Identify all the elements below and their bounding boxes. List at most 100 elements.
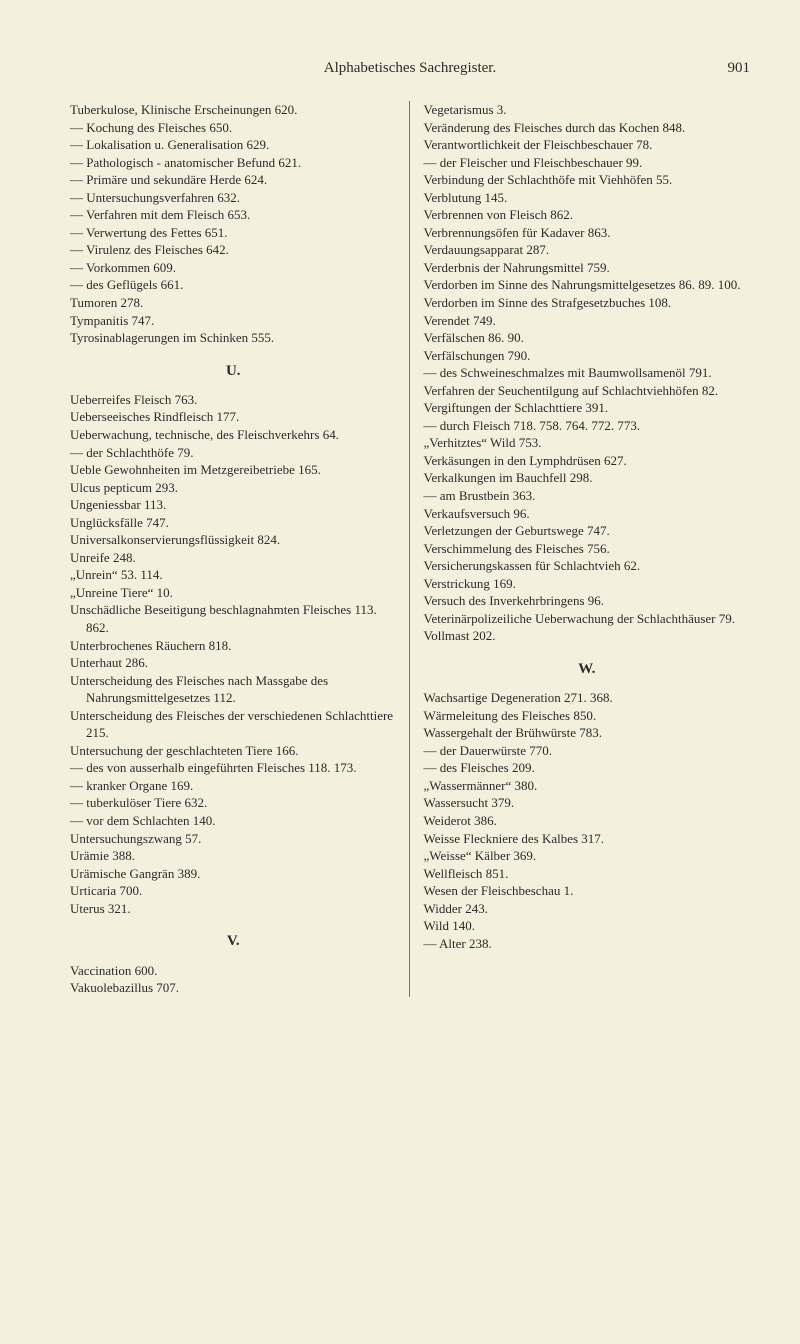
index-entry: „Weisse“ Kälber 369.: [424, 847, 751, 865]
index-entry: Unterscheidung des Fleisches nach Massga…: [70, 672, 397, 707]
page-number: 901: [690, 60, 750, 77]
index-entry: Unschädliche Beseitigung beschlagnahmten…: [70, 601, 397, 636]
page-header: Alphabetisches Sachregister. 901: [70, 60, 750, 77]
index-entry: — Kochung des Fleisches 650.: [70, 119, 397, 137]
index-entry: — des von ausserhalb eingeführten Fleisc…: [70, 759, 397, 777]
index-entry: Untersuchungszwang 57.: [70, 830, 397, 848]
index-entry: Verfälschungen 790.: [424, 347, 751, 365]
index-entry: — Verwertung des Fettes 651.: [70, 224, 397, 242]
index-entry: — der Fleischer und Fleischbeschauer 99.: [424, 154, 751, 172]
index-entry: Ueberreifes Fleisch 763.: [70, 391, 397, 409]
index-entry: Verfälschen 86. 90.: [424, 329, 751, 347]
index-entry: Verkalkungen im Bauchfell 298.: [424, 469, 751, 487]
index-entry: Weiderot 386.: [424, 812, 751, 830]
index-entry: Widder 243.: [424, 900, 751, 918]
index-entry: Verkäsungen in den Lymphdrüsen 627.: [424, 452, 751, 470]
index-entry: Urticaria 700.: [70, 882, 397, 900]
index-entry: Ulcus pepticum 293.: [70, 479, 397, 497]
index-entry: Verschimmelung des Fleisches 756.: [424, 540, 751, 558]
left-column: Tuberkulose, Klinische Erscheinungen 620…: [70, 101, 410, 997]
index-entry: „Unreine Tiere“ 10.: [70, 584, 397, 602]
index-entry: Verdorben im Sinne des Strafgesetzbuches…: [424, 294, 751, 312]
index-entry: Wellfleisch 851.: [424, 865, 751, 883]
index-entry: Vakuolebazillus 707.: [70, 979, 397, 997]
index-entry: — Untersuchungsverfahren 632.: [70, 189, 397, 207]
index-entry: Wachsartige Degeneration 271. 368.: [424, 689, 751, 707]
index-entry: Verbindung der Schlachthöfe mit Viehhöfe…: [424, 171, 751, 189]
section-letter-u: U.: [70, 361, 397, 381]
index-entry: Veränderung des Fleisches durch das Koch…: [424, 119, 751, 137]
index-entry: — Primäre und sekundäre Herde 624.: [70, 171, 397, 189]
left-block-t-continued: Tuberkulose, Klinische Erscheinungen 620…: [70, 101, 397, 347]
index-entry: — tuberkulöser Tiere 632.: [70, 794, 397, 812]
index-entry: — der Schlachthöfe 79.: [70, 444, 397, 462]
left-block-u: Ueberreifes Fleisch 763.Ueberseeisches R…: [70, 391, 397, 917]
index-entry: Verstrickung 169.: [424, 575, 751, 593]
index-entry: — Pathologisch - anatomischer Befund 621…: [70, 154, 397, 172]
index-entry: Ungeniessbar 113.: [70, 496, 397, 514]
index-entry: Tumoren 278.: [70, 294, 397, 312]
index-entry: Universalkonservierungsflüssigkeit 824.: [70, 531, 397, 549]
index-entry: „Unrein“ 53. 114.: [70, 566, 397, 584]
index-entry: Vergiftungen der Schlachttiere 391.: [424, 399, 751, 417]
index-entry: Weisse Fleckniere des Kalbes 317.: [424, 830, 751, 848]
index-entry: Verendet 749.: [424, 312, 751, 330]
index-entry: — Lokalisation u. Generalisation 629.: [70, 136, 397, 154]
index-entry: Versicherungskassen für Schlachtvieh 62.: [424, 557, 751, 575]
index-entry: Wärmeleitung des Fleisches 850.: [424, 707, 751, 725]
index-entry: Verderbnis der Nahrungsmittel 759.: [424, 259, 751, 277]
index-entry: — kranker Organe 169.: [70, 777, 397, 795]
index-entry: Ueberwachung, technische, des Fleischver…: [70, 426, 397, 444]
index-entry: Unreife 248.: [70, 549, 397, 567]
index-entry: Untersuchung der geschlachteten Tiere 16…: [70, 742, 397, 760]
page-container: Alphabetisches Sachregister. 901 Tuberku…: [0, 0, 800, 1344]
index-entry: — Alter 238.: [424, 935, 751, 953]
index-entry: Verfahren der Seuchentilgung auf Schlach…: [424, 382, 751, 400]
index-entry: — am Brustbein 363.: [424, 487, 751, 505]
index-entry: — des Geflügels 661.: [70, 276, 397, 294]
index-entry: Unterbrochenes Räuchern 818.: [70, 637, 397, 655]
index-entry: Urämische Gangrän 389.: [70, 865, 397, 883]
index-entry: Wassersucht 379.: [424, 794, 751, 812]
index-entry: Ueble Gewohnheiten im Metzgereibetriebe …: [70, 461, 397, 479]
index-entry: Unterhaut 286.: [70, 654, 397, 672]
index-entry: — der Dauerwürste 770.: [424, 742, 751, 760]
index-entry: Urämie 388.: [70, 847, 397, 865]
index-entry: „Wassermänner“ 380.: [424, 777, 751, 795]
index-entry: Uterus 321.: [70, 900, 397, 918]
index-entry: Wassergehalt der Brühwürste 783.: [424, 724, 751, 742]
index-entry: Verbrennen von Fleisch 862.: [424, 206, 751, 224]
index-entry: Ueberseeisches Rindfleisch 177.: [70, 408, 397, 426]
index-entry: Verdauungsapparat 287.: [424, 241, 751, 259]
index-entry: — Vorkommen 609.: [70, 259, 397, 277]
right-column: Vegetarismus 3.Veränderung des Fleisches…: [410, 101, 751, 997]
index-entry: — vor dem Schlachten 140.: [70, 812, 397, 830]
index-entry: — Virulenz des Fleisches 642.: [70, 241, 397, 259]
index-entry: Wesen der Fleischbeschau 1.: [424, 882, 751, 900]
section-letter-w: W.: [424, 659, 751, 679]
index-entry: — durch Fleisch 718. 758. 764. 772. 773.: [424, 417, 751, 435]
index-entry: Verdorben im Sinne des Nahrungsmittelges…: [424, 276, 751, 294]
index-entry: Tyrosinablagerungen im Schinken 555.: [70, 329, 397, 347]
index-entry: Verletzungen der Geburtswege 747.: [424, 522, 751, 540]
index-entry: „Verhitztes“ Wild 753.: [424, 434, 751, 452]
index-entry: Unterscheidung des Fleisches der verschi…: [70, 707, 397, 742]
index-entry: Verbrennungsöfen für Kadaver 863.: [424, 224, 751, 242]
index-entry: — des Schweineschmalzes mit Baumwollsame…: [424, 364, 751, 382]
index-entry: Unglücksfälle 747.: [70, 514, 397, 532]
section-letter-v: V.: [70, 931, 397, 951]
index-entry: — des Fleisches 209.: [424, 759, 751, 777]
index-entry: Verantwortlichkeit der Fleischbeschauer …: [424, 136, 751, 154]
right-block-w: Wachsartige Degeneration 271. 368.Wärmel…: [424, 689, 751, 952]
index-entry: Vollmast 202.: [424, 627, 751, 645]
index-entry: — Verfahren mit dem Fleisch 653.: [70, 206, 397, 224]
content-columns: Tuberkulose, Klinische Erscheinungen 620…: [70, 101, 750, 997]
header-title: Alphabetisches Sachregister.: [70, 60, 690, 77]
index-entry: Wild 140.: [424, 917, 751, 935]
index-entry: Verkaufsversuch 96.: [424, 505, 751, 523]
index-entry: Verblutung 145.: [424, 189, 751, 207]
left-block-v: Vaccination 600.Vakuolebazillus 707.: [70, 962, 397, 997]
index-entry: Vaccination 600.: [70, 962, 397, 980]
index-entry: Vegetarismus 3.: [424, 101, 751, 119]
index-entry: Veterinärpolizeiliche Ueberwachung der S…: [424, 610, 751, 628]
